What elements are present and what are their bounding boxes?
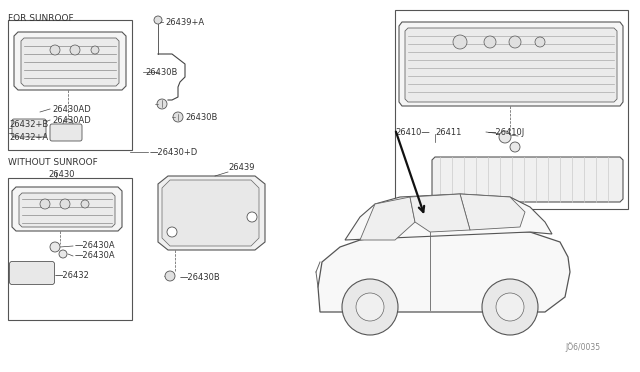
FancyBboxPatch shape <box>12 119 46 137</box>
Circle shape <box>499 131 511 143</box>
Circle shape <box>482 279 538 335</box>
Circle shape <box>71 128 79 136</box>
Circle shape <box>157 99 167 109</box>
Circle shape <box>167 227 177 237</box>
Text: 26430: 26430 <box>48 170 74 179</box>
Circle shape <box>453 35 467 49</box>
Circle shape <box>509 36 521 48</box>
Polygon shape <box>162 180 259 246</box>
Polygon shape <box>345 194 552 240</box>
Polygon shape <box>318 230 570 312</box>
Text: JÖ6/0035: JÖ6/0035 <box>565 342 600 352</box>
Circle shape <box>70 45 80 55</box>
Text: FOR SUNROOF: FOR SUNROOF <box>8 14 74 23</box>
Polygon shape <box>158 176 265 250</box>
Text: —26430A: —26430A <box>75 241 116 250</box>
Circle shape <box>40 199 50 209</box>
Bar <box>8 178 132 320</box>
Text: 26439: 26439 <box>228 163 255 172</box>
Circle shape <box>63 119 73 129</box>
Circle shape <box>173 112 183 122</box>
Polygon shape <box>410 194 470 232</box>
Circle shape <box>50 45 60 55</box>
FancyBboxPatch shape <box>50 124 82 141</box>
Circle shape <box>165 271 175 281</box>
Circle shape <box>59 250 67 258</box>
Circle shape <box>81 200 89 208</box>
Polygon shape <box>14 32 126 90</box>
Text: 26430AD: 26430AD <box>52 115 91 125</box>
Text: —26430A: —26430A <box>75 251 116 260</box>
Text: 26430AD: 26430AD <box>52 105 91 113</box>
Text: 26439+A: 26439+A <box>165 17 204 26</box>
Polygon shape <box>460 194 525 230</box>
Polygon shape <box>19 193 115 227</box>
Circle shape <box>91 46 99 54</box>
Text: 26432+A: 26432+A <box>9 132 48 141</box>
Circle shape <box>154 16 162 24</box>
Polygon shape <box>360 197 415 240</box>
Circle shape <box>535 37 545 47</box>
Circle shape <box>496 293 524 321</box>
Bar <box>395 10 628 209</box>
Text: 26410—: 26410— <box>395 128 429 137</box>
Text: WITHOUT SUNROOF: WITHOUT SUNROOF <box>8 158 98 167</box>
Circle shape <box>342 279 398 335</box>
Text: 26430B: 26430B <box>145 67 177 77</box>
FancyBboxPatch shape <box>10 262 54 285</box>
Text: —26430B: —26430B <box>180 273 221 282</box>
Text: 26432+B: 26432+B <box>9 119 48 128</box>
Text: —26410J: —26410J <box>488 128 525 137</box>
Text: 26430B: 26430B <box>185 112 218 122</box>
Circle shape <box>510 142 520 152</box>
Polygon shape <box>21 38 119 86</box>
Text: —26430+D: —26430+D <box>150 148 198 157</box>
Circle shape <box>247 212 257 222</box>
Polygon shape <box>399 22 623 106</box>
Bar <box>8 20 132 150</box>
Circle shape <box>60 199 70 209</box>
Text: —26432: —26432 <box>55 272 90 280</box>
Circle shape <box>484 36 496 48</box>
Circle shape <box>356 293 384 321</box>
Polygon shape <box>405 28 617 102</box>
Text: 26411: 26411 <box>435 128 461 137</box>
Polygon shape <box>12 187 122 231</box>
Polygon shape <box>432 157 623 202</box>
Circle shape <box>50 242 60 252</box>
